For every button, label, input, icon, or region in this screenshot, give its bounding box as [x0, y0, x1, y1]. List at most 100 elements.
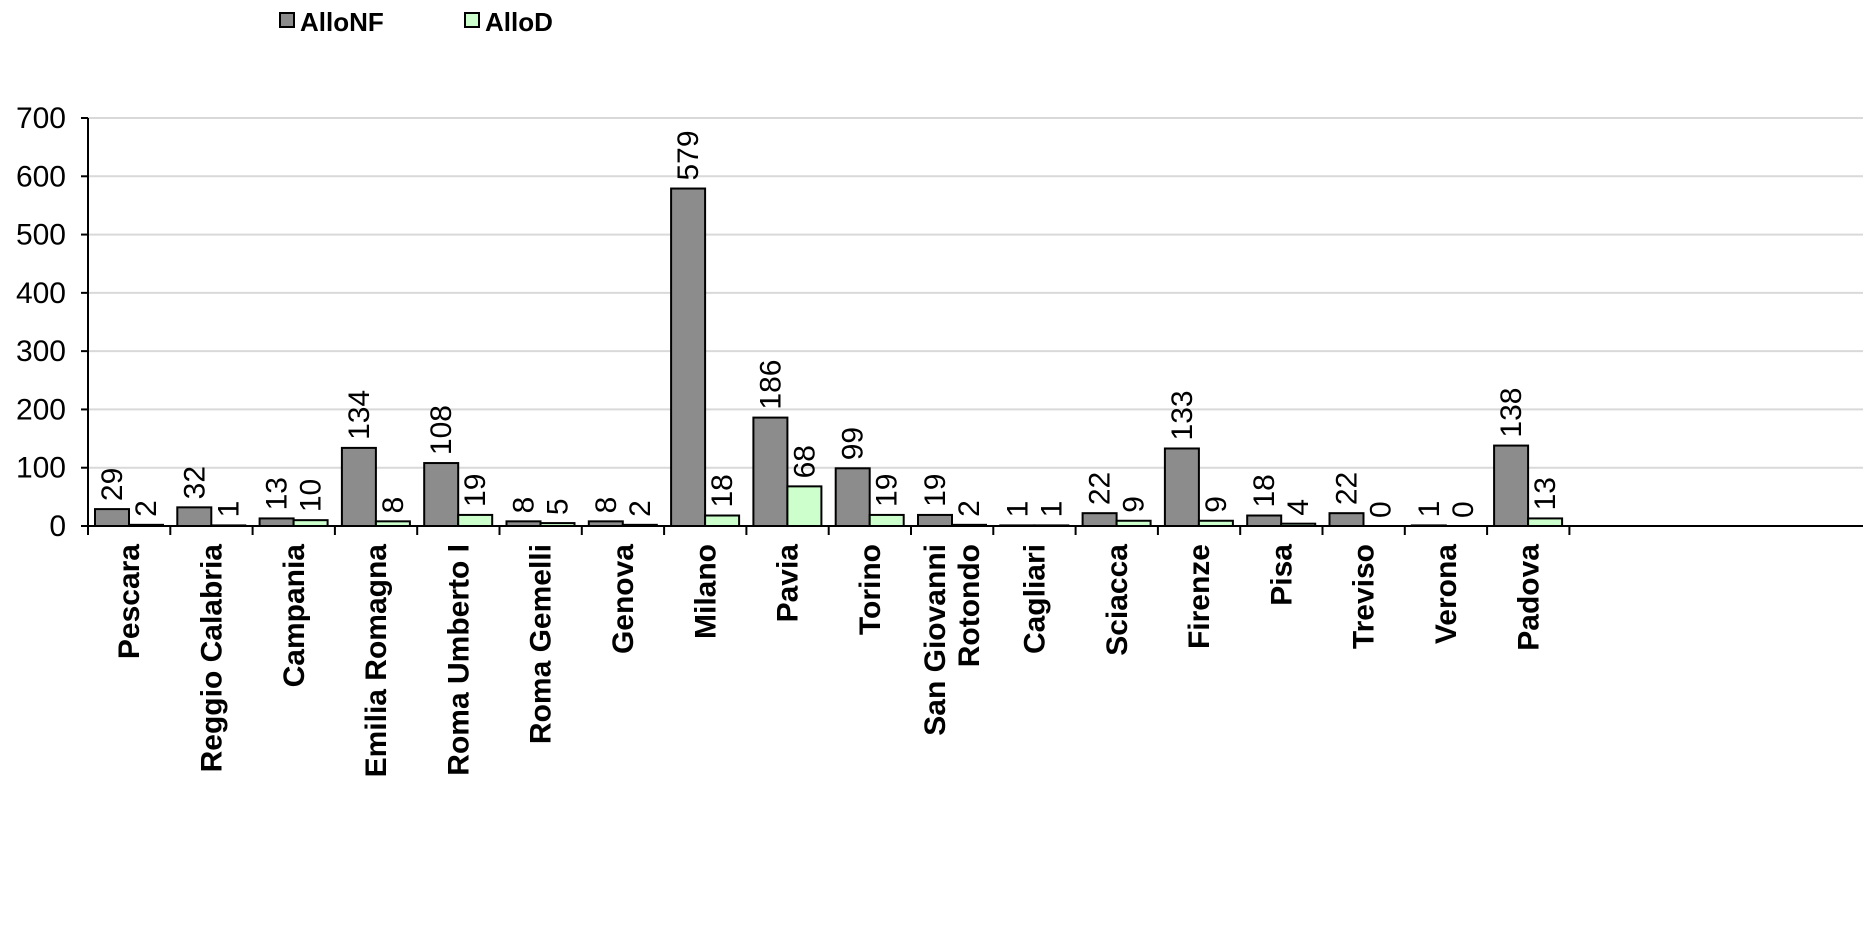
- bar-allod: [1033, 524, 1070, 527]
- x-category-label: Pescara: [113, 544, 146, 659]
- data-label-allod: 0: [1365, 501, 1398, 518]
- x-category-label: Verona: [1430, 544, 1463, 644]
- data-label-allonf: 29: [96, 468, 129, 501]
- data-label-allod: 0: [1447, 501, 1480, 518]
- bar-allod: [1527, 517, 1564, 527]
- x-category-label: Cagliari: [1018, 544, 1051, 654]
- x-category-label: Campania: [278, 544, 311, 688]
- bar-allod: [1280, 522, 1317, 528]
- x-category-label: Reggio Calabria: [195, 544, 228, 773]
- data-label-allonf: 22: [1084, 472, 1117, 505]
- y-tick-label: 400: [16, 277, 66, 310]
- data-label-allonf: 579: [672, 130, 705, 180]
- data-label-allonf: 134: [343, 390, 376, 440]
- x-category-label: Pisa: [1265, 544, 1298, 606]
- bar-allonf: [505, 520, 542, 528]
- data-label-allod: 4: [1282, 499, 1315, 516]
- bar-allod: [786, 485, 823, 528]
- data-label-allonf: 8: [590, 497, 623, 514]
- bar-allonf: [1328, 512, 1365, 527]
- data-label-allod: 19: [871, 474, 904, 507]
- y-tick-label: 100: [16, 452, 66, 485]
- bar-allonf: [340, 446, 377, 528]
- bar-allonf: [423, 462, 460, 527]
- data-label-allod: 68: [788, 445, 821, 478]
- data-label-allonf: 13: [261, 477, 294, 510]
- data-label-allod: 5: [542, 498, 575, 515]
- x-category-label: Milano: [689, 544, 722, 639]
- data-label-allonf: 32: [178, 466, 211, 499]
- x-category-label: Rotondo: [953, 544, 986, 667]
- bar-allonf: [1246, 514, 1283, 527]
- bar-allonf: [752, 416, 789, 527]
- bar-allod: [868, 513, 905, 528]
- bar-allod: [457, 513, 494, 528]
- legend-label-allonf: AlloNF: [300, 7, 384, 37]
- bar-allod: [128, 523, 164, 528]
- data-label-allonf: 108: [425, 405, 458, 455]
- y-tick-label: 700: [16, 102, 66, 135]
- bar-allonf: [1081, 512, 1118, 527]
- bar-allod: [621, 523, 658, 528]
- bar-allod: [951, 523, 987, 528]
- x-category-label: Roma Gemelli: [525, 544, 558, 744]
- data-label-allonf: 1: [1001, 501, 1034, 518]
- legend-label-allod: AlloD: [485, 7, 553, 37]
- y-tick-label: 200: [16, 393, 66, 426]
- bar-allod: [374, 520, 411, 528]
- bar-allonf: [999, 524, 1036, 527]
- bar-allod: [1115, 519, 1152, 527]
- bar-allonf: [1163, 447, 1200, 528]
- bar-allonf: [1410, 524, 1447, 527]
- legend-swatch-allonf: [279, 12, 295, 28]
- bar-allonf: [587, 520, 624, 528]
- x-category-label: Firenze: [1183, 544, 1216, 649]
- legend-swatch-allod: [464, 12, 480, 28]
- y-tick-label: 500: [16, 219, 66, 252]
- data-label-allonf: 133: [1166, 390, 1199, 440]
- data-label-allod: 18: [706, 474, 739, 507]
- bar-allonf: [94, 508, 130, 527]
- bar-allonf: [1493, 444, 1530, 527]
- data-label-allod: 19: [459, 474, 492, 507]
- data-label-allonf: 19: [919, 474, 952, 507]
- x-category-label: Torino: [854, 544, 887, 635]
- bar-allod: [539, 522, 576, 527]
- x-category-label: Padova: [1512, 544, 1545, 651]
- data-label-allod: 9: [1200, 496, 1233, 513]
- bar-allonf: [258, 517, 295, 527]
- data-label-allonf: 99: [837, 427, 870, 460]
- y-tick-label: 600: [16, 160, 66, 193]
- data-label-allod: 10: [295, 479, 328, 512]
- data-label-allonf: 22: [1331, 472, 1364, 505]
- bar-allod: [210, 524, 247, 527]
- data-label-allonf: 8: [508, 497, 541, 514]
- data-label-allonf: 186: [754, 360, 787, 410]
- bar-allod: [1197, 519, 1234, 527]
- y-tick-label: 300: [16, 335, 66, 368]
- bar-allonf: [176, 506, 213, 527]
- x-category-label: San Giovanni: [919, 544, 952, 736]
- bar-allonf: [670, 187, 707, 527]
- x-category-label: Pavia: [772, 544, 805, 623]
- bar-allonf: [834, 467, 871, 528]
- data-label-allod: 2: [953, 500, 986, 517]
- data-label-allod: 2: [130, 500, 163, 517]
- data-label-allod: 8: [377, 497, 410, 514]
- data-label-allonf: 138: [1495, 388, 1528, 438]
- bar-allod: [704, 514, 741, 527]
- data-label-allod: 1: [212, 501, 245, 518]
- data-label-allod: 2: [624, 500, 657, 517]
- x-category-label: Sciacca: [1101, 544, 1134, 656]
- data-label-allonf: 1: [1413, 501, 1446, 518]
- data-label-allod: 1: [1035, 501, 1068, 518]
- y-tick-label: 0: [49, 510, 66, 543]
- bar-allod: [292, 519, 329, 528]
- data-label-allod: 13: [1529, 477, 1562, 510]
- x-category-label: Roma Umberto I: [442, 544, 475, 776]
- data-label-allod: 9: [1118, 496, 1151, 513]
- data-label-allonf: 18: [1248, 474, 1281, 507]
- x-category-label: Emilia Romagna: [360, 544, 393, 778]
